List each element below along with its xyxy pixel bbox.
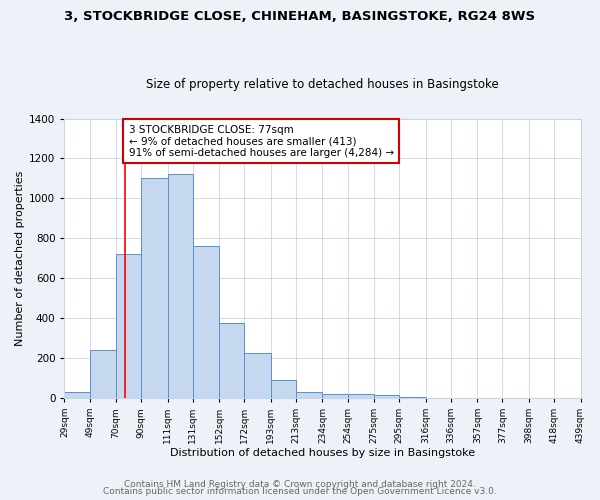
Bar: [193, 246, 219, 398]
Text: 3 STOCKBRIDGE CLOSE: 77sqm
← 9% of detached houses are smaller (413)
91% of semi: 3 STOCKBRIDGE CLOSE: 77sqm ← 9% of detac…: [128, 124, 394, 158]
Text: Contains HM Land Registry data © Crown copyright and database right 2024.: Contains HM Land Registry data © Crown c…: [124, 480, 476, 489]
Title: Size of property relative to detached houses in Basingstoke: Size of property relative to detached ho…: [146, 78, 499, 91]
Bar: [244, 353, 271, 398]
Bar: [219, 323, 244, 398]
Bar: [64, 392, 89, 398]
Bar: [141, 178, 167, 398]
Bar: [322, 394, 347, 398]
X-axis label: Distribution of detached houses by size in Basingstoke: Distribution of detached houses by size …: [170, 448, 475, 458]
Bar: [89, 350, 116, 398]
Text: 3, STOCKBRIDGE CLOSE, CHINEHAM, BASINGSTOKE, RG24 8WS: 3, STOCKBRIDGE CLOSE, CHINEHAM, BASINGST…: [64, 10, 536, 23]
Bar: [271, 380, 296, 398]
Y-axis label: Number of detached properties: Number of detached properties: [15, 170, 25, 346]
Bar: [296, 392, 322, 398]
Text: Contains public sector information licensed under the Open Government Licence v3: Contains public sector information licen…: [103, 487, 497, 496]
Bar: [116, 254, 141, 398]
Bar: [374, 395, 399, 398]
Bar: [347, 394, 374, 398]
Bar: [399, 397, 425, 398]
Bar: [167, 174, 193, 398]
